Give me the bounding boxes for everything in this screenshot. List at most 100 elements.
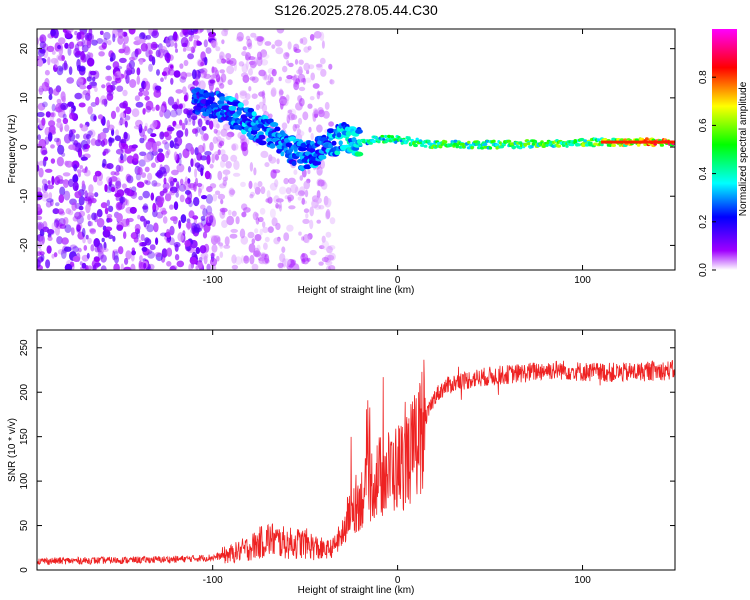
noise-blob (37, 193, 43, 200)
noise-blob (201, 195, 207, 200)
y-tick-label: 250 (19, 339, 30, 356)
noise-blob (155, 252, 163, 262)
noise-blob (303, 180, 311, 190)
noise-blob (174, 124, 182, 129)
noise-blob (119, 112, 126, 119)
noise-blob (224, 174, 228, 182)
noise-blob (204, 170, 211, 180)
ridge-blob (229, 109, 236, 115)
snr-line (37, 359, 675, 566)
noise-blob (209, 163, 214, 169)
ridge-blob (402, 138, 406, 142)
ridge-blob (336, 132, 342, 138)
noise-blob (170, 265, 178, 270)
noise-blob (198, 188, 203, 194)
noise-blob (278, 88, 284, 98)
noise-blob (37, 221, 44, 230)
noise-blob (147, 251, 156, 259)
noise-blob (329, 78, 333, 85)
noise-blob (61, 237, 69, 245)
noise-blob (220, 58, 227, 64)
noise-blob (226, 215, 235, 226)
noise-blob (79, 165, 83, 170)
noise-blob (264, 41, 272, 46)
noise-blob (319, 159, 325, 169)
noise-blob (258, 101, 264, 110)
noise-blob (211, 244, 218, 253)
noise-blob (328, 121, 334, 127)
noise-blob (325, 209, 331, 219)
noise-blob (283, 52, 290, 60)
noise-blob (241, 141, 248, 152)
noise-blob (317, 91, 324, 96)
noise-blob (262, 74, 269, 81)
noise-blob (44, 77, 50, 88)
ridge-blob (383, 134, 388, 139)
noise-blob (63, 246, 72, 252)
noise-blob (74, 30, 78, 36)
ridge-blob (327, 128, 335, 134)
noise-blob (139, 137, 145, 144)
noise-blob (46, 245, 52, 254)
noise-blob (143, 153, 152, 163)
noise-blob (192, 215, 199, 220)
ridge-peak (673, 140, 675, 144)
noise-blob (139, 59, 144, 65)
noise-blob (73, 164, 78, 172)
noise-blob (155, 237, 159, 245)
ridge-blob (506, 139, 512, 143)
noise-blob (308, 126, 312, 133)
noise-blob (143, 262, 147, 269)
noise-blob (57, 144, 65, 155)
noise-blob (314, 197, 322, 204)
noise-blob (39, 235, 45, 246)
noise-blob (126, 175, 134, 184)
ridge-peak (662, 140, 666, 144)
noise-blob (200, 204, 206, 210)
noise-blob (182, 230, 186, 236)
noise-blob (209, 141, 214, 151)
ridge-peak (651, 140, 654, 144)
noise-blob (53, 252, 58, 258)
noise-blob (248, 243, 256, 253)
noise-blob (47, 229, 55, 236)
noise-blob (286, 75, 293, 80)
noise-blob (61, 55, 65, 61)
noise-blob (39, 34, 47, 44)
spectrogram-heatmap (37, 29, 675, 270)
noise-blob (205, 194, 213, 204)
noise-blob (139, 242, 148, 247)
noise-blob (130, 190, 138, 199)
noise-blob (51, 222, 57, 231)
noise-blob (319, 57, 326, 65)
noise-blob (184, 127, 189, 137)
noise-blob (156, 211, 164, 219)
spectrogram-xlabel: Height of straight line (km) (298, 285, 415, 296)
noise-blob (124, 257, 129, 265)
ridge-blob (443, 140, 448, 144)
noise-blob (122, 89, 128, 97)
noise-blob (178, 183, 187, 192)
noise-blob (169, 140, 175, 149)
noise-blob (253, 250, 261, 258)
noise-blob (216, 236, 221, 245)
noise-blob (248, 68, 253, 76)
noise-blob (297, 196, 302, 201)
noise-blob (159, 131, 165, 140)
noise-blob (260, 150, 269, 158)
noise-blob (147, 128, 154, 134)
noise-blob (170, 77, 174, 85)
noise-blob (257, 216, 264, 223)
noise-blob (253, 167, 257, 176)
noise-blob (174, 254, 180, 261)
noise-blob (51, 175, 55, 186)
noise-blob (241, 51, 248, 57)
ridge-blob (576, 143, 581, 147)
ridge-blob (274, 126, 281, 132)
noise-blob (205, 47, 212, 54)
y-tick-label: -20 (19, 238, 30, 253)
noise-blob (195, 265, 199, 270)
noise-blob (269, 208, 276, 219)
noise-blob (301, 78, 307, 83)
noise-blob (150, 192, 155, 201)
